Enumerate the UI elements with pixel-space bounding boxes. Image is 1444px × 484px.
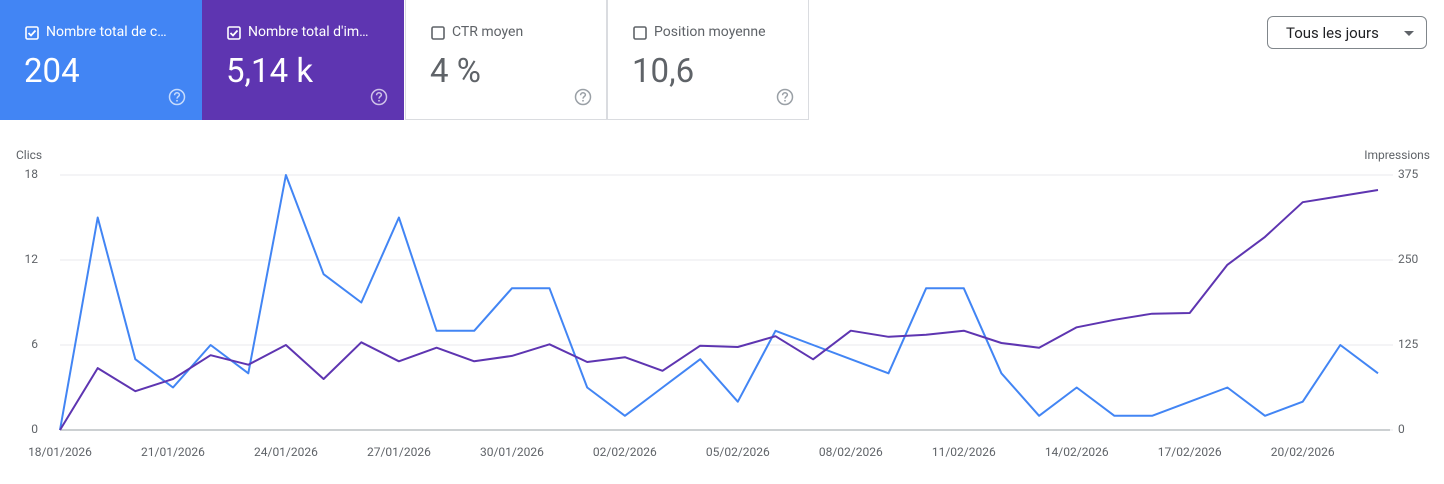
checkbox-box	[227, 26, 241, 40]
help-mark	[781, 92, 789, 99]
help-dot	[378, 99, 380, 102]
metric-card[interactable]: CTR moyen 4 %	[405, 0, 607, 120]
help-dot	[176, 99, 178, 102]
metric-value: 10,6	[632, 52, 695, 91]
checkbox	[25, 26, 39, 40]
x-tick-label: 18/01/2026	[28, 445, 92, 459]
y-tick-label: 0	[31, 422, 38, 436]
y-axis-title: Clics	[16, 148, 42, 162]
help-icon	[370, 88, 388, 106]
help-circle	[168, 88, 186, 106]
y2-tick-label: 125	[1398, 337, 1418, 351]
chart: Clics Impressions 0 6 12 18 0 125 250 375 18/01/…	[16, 148, 1430, 459]
y2-tick-label: 250	[1398, 252, 1418, 266]
series-line	[59, 189, 1379, 431]
x-tick-label: 27/01/2026	[367, 445, 431, 459]
metric-value: 4 %	[430, 52, 481, 91]
y2-tick-label: 0	[1398, 422, 1405, 436]
dropdown-label: Tous les jours	[1286, 24, 1379, 42]
x-tick-label: 08/02/2026	[819, 445, 883, 459]
metric-label: Nombre total d'im…	[248, 24, 369, 40]
x-tick-label: 17/02/2026	[1158, 445, 1222, 459]
dropdown-arrow	[1404, 31, 1414, 36]
series-line	[59, 174, 1379, 431]
x-tick-label: 02/02/2026	[593, 445, 657, 459]
help-circle	[370, 88, 388, 106]
checkbox-tick	[229, 29, 239, 37]
help-icon	[168, 88, 186, 106]
y-tick-label: 18	[25, 167, 39, 181]
x-tick-label: 21/01/2026	[141, 445, 205, 459]
checkbox	[227, 26, 241, 40]
checkbox	[633, 26, 647, 40]
metric-card[interactable]: Nombre total d'im… 5,14 k	[202, 0, 404, 120]
help-circle	[574, 88, 592, 106]
x-tick-label: 14/02/2026	[1045, 445, 1109, 459]
x-tick-label: 30/01/2026	[480, 445, 544, 459]
help-icon	[574, 88, 592, 106]
help-mark	[375, 92, 383, 99]
checkbox-box	[431, 26, 445, 40]
help-dot	[582, 99, 584, 102]
date-dropdown[interactable]: Tous les jours	[1267, 16, 1427, 49]
y2-tick-label: 375	[1398, 167, 1418, 181]
metric-card[interactable]: Nombre total de c… 204	[0, 0, 202, 120]
metric-label: CTR moyen	[452, 24, 524, 40]
checkbox	[431, 26, 445, 40]
x-tick-label: 24/01/2026	[254, 445, 318, 459]
y-tick-label: 6	[31, 337, 38, 351]
metric-card[interactable]: Position moyenne 10,6	[607, 0, 809, 120]
metric-label: Position moyenne	[654, 24, 766, 40]
checkbox-box	[25, 26, 39, 40]
metric-value: 5,14 k	[226, 52, 314, 91]
help-dot	[784, 99, 786, 102]
help-icon	[776, 88, 794, 106]
help-mark	[173, 92, 181, 99]
help-circle	[776, 88, 794, 106]
metric-label: Nombre total de c…	[46, 24, 167, 40]
y-tick-label: 12	[25, 252, 39, 266]
x-tick-label: 05/02/2026	[706, 445, 770, 459]
checkbox-box	[633, 26, 647, 40]
x-tick-label: 11/02/2026	[932, 445, 996, 459]
y2-axis-title: Impressions	[1364, 148, 1430, 162]
metric-value: 204	[24, 52, 80, 91]
help-mark	[579, 92, 587, 99]
checkbox-tick	[27, 29, 37, 37]
x-tick-label: 20/02/2026	[1271, 445, 1335, 459]
